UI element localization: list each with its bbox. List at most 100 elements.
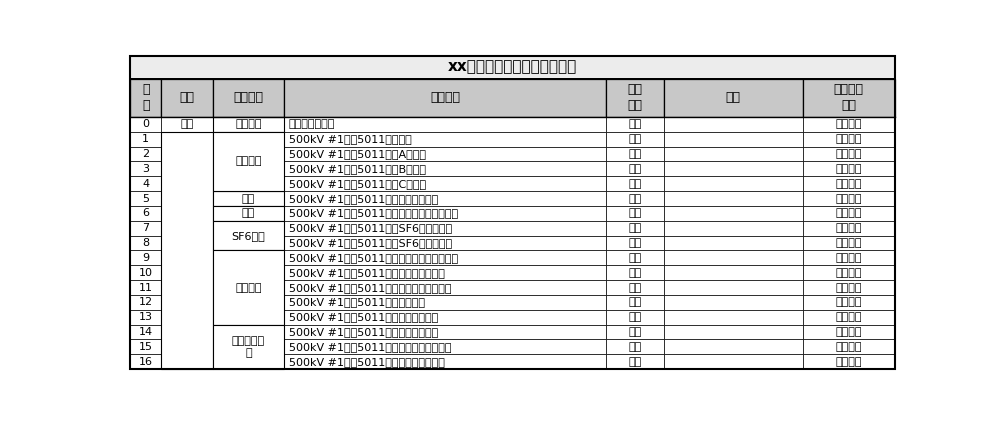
Text: 12: 12 — [139, 298, 153, 307]
Bar — [664, 132, 803, 146]
Text: 9: 9 — [142, 253, 149, 263]
Text: 直采直送: 直采直送 — [835, 179, 862, 189]
Bar — [606, 310, 664, 325]
Bar — [161, 310, 213, 325]
Text: 10: 10 — [139, 268, 153, 278]
Bar — [803, 191, 895, 206]
Bar — [664, 146, 803, 162]
Bar — [664, 354, 803, 369]
Bar — [130, 146, 161, 162]
Bar — [213, 79, 284, 117]
Bar — [161, 280, 213, 295]
Text: 直采直送: 直采直送 — [835, 134, 862, 144]
Bar — [664, 117, 803, 132]
Bar — [664, 235, 803, 250]
Text: 信息
分类: 信息 分类 — [628, 84, 643, 112]
Text: 直采直送: 直采直送 — [835, 223, 862, 233]
Text: 500kV #1主变5011开关SF6气压低闭锁: 500kV #1主变5011开关SF6气压低闭锁 — [289, 238, 452, 248]
Text: 告知: 告知 — [629, 298, 642, 307]
Bar — [664, 310, 803, 325]
Bar — [284, 117, 606, 132]
Text: 500kV #1主变5011开关位置: 500kV #1主变5011开关位置 — [289, 134, 411, 144]
Bar — [161, 206, 213, 221]
Bar — [284, 176, 606, 191]
Bar — [664, 176, 803, 191]
Bar — [213, 339, 284, 354]
Bar — [213, 221, 284, 250]
Text: 信息上送
方式: 信息上送 方式 — [834, 84, 864, 112]
Bar — [284, 221, 606, 235]
Text: 500kV #1主变5011开关油压低重合闸闭锁: 500kV #1主变5011开关油压低重合闸闭锁 — [289, 282, 451, 292]
Bar — [130, 354, 161, 369]
Bar — [606, 325, 664, 339]
Bar — [664, 280, 803, 295]
Text: 变位: 变位 — [629, 149, 642, 159]
Text: 机构: 机构 — [242, 208, 255, 218]
Bar — [803, 132, 895, 146]
Bar — [284, 265, 606, 280]
Bar — [284, 132, 606, 146]
Text: 直采直送: 直采直送 — [835, 268, 862, 278]
Bar — [606, 295, 664, 310]
Bar — [664, 325, 803, 339]
Text: SF6开关: SF6开关 — [232, 230, 265, 241]
Bar — [130, 162, 161, 176]
Text: 500kV #1主变5011开关机构加热器故障: 500kV #1主变5011开关机构加热器故障 — [289, 357, 445, 367]
Text: 设备: 设备 — [179, 91, 194, 104]
Text: 直采直送: 直采直送 — [835, 194, 862, 203]
Bar — [284, 206, 606, 221]
Bar — [284, 250, 606, 265]
Bar — [130, 79, 161, 117]
Bar — [606, 191, 664, 206]
Text: 8: 8 — [142, 238, 149, 248]
Bar — [803, 117, 895, 132]
Text: 直采直送: 直采直送 — [835, 238, 862, 248]
Bar — [664, 295, 803, 310]
Bar — [284, 339, 606, 354]
Text: 500kV #1主变5011开关C相位置: 500kV #1主变5011开关C相位置 — [289, 179, 426, 189]
Bar — [606, 79, 664, 117]
Text: 变位: 变位 — [629, 179, 642, 189]
Text: 机构异常信
号: 机构异常信 号 — [232, 335, 265, 358]
Bar — [664, 339, 803, 354]
Bar — [284, 354, 606, 369]
Text: 全站: 全站 — [180, 119, 194, 130]
Bar — [161, 235, 213, 250]
Text: 11: 11 — [139, 282, 153, 292]
Bar — [284, 79, 606, 117]
Bar — [130, 117, 161, 132]
Bar — [803, 265, 895, 280]
Bar — [284, 235, 606, 250]
Bar — [130, 132, 161, 146]
Text: 15: 15 — [139, 342, 153, 352]
Text: 500kV #1主变5011开关B相位置: 500kV #1主变5011开关B相位置 — [289, 164, 426, 174]
Bar — [606, 250, 664, 265]
Bar — [664, 191, 803, 206]
Bar — [130, 176, 161, 191]
Bar — [606, 354, 664, 369]
Bar — [161, 176, 213, 191]
Bar — [213, 221, 284, 235]
Text: 直采直送: 直采直送 — [835, 164, 862, 174]
Text: 5: 5 — [142, 194, 149, 203]
Bar — [213, 132, 284, 191]
Text: 直采直送: 直采直送 — [835, 327, 862, 337]
Bar — [213, 325, 284, 369]
Text: 500kV #1主变5011开关间隔事故信号: 500kV #1主变5011开关间隔事故信号 — [289, 194, 438, 203]
Text: 异常: 异常 — [629, 312, 642, 322]
Bar — [130, 191, 161, 206]
Bar — [161, 339, 213, 354]
Bar — [213, 310, 284, 325]
Text: 直采直送: 直采直送 — [835, 298, 862, 307]
Text: 间隔: 间隔 — [242, 194, 255, 203]
Bar — [213, 117, 284, 132]
Text: 4: 4 — [142, 179, 149, 189]
Text: 直采直送: 直采直送 — [835, 208, 862, 218]
Text: 500kV #1主变5011开关机构就地控制: 500kV #1主变5011开关机构就地控制 — [289, 327, 438, 337]
Bar — [803, 221, 895, 235]
Text: 信号类型: 信号类型 — [233, 91, 263, 104]
Bar — [130, 339, 161, 354]
Bar — [606, 117, 664, 132]
Bar — [130, 206, 161, 221]
Bar — [284, 146, 606, 162]
